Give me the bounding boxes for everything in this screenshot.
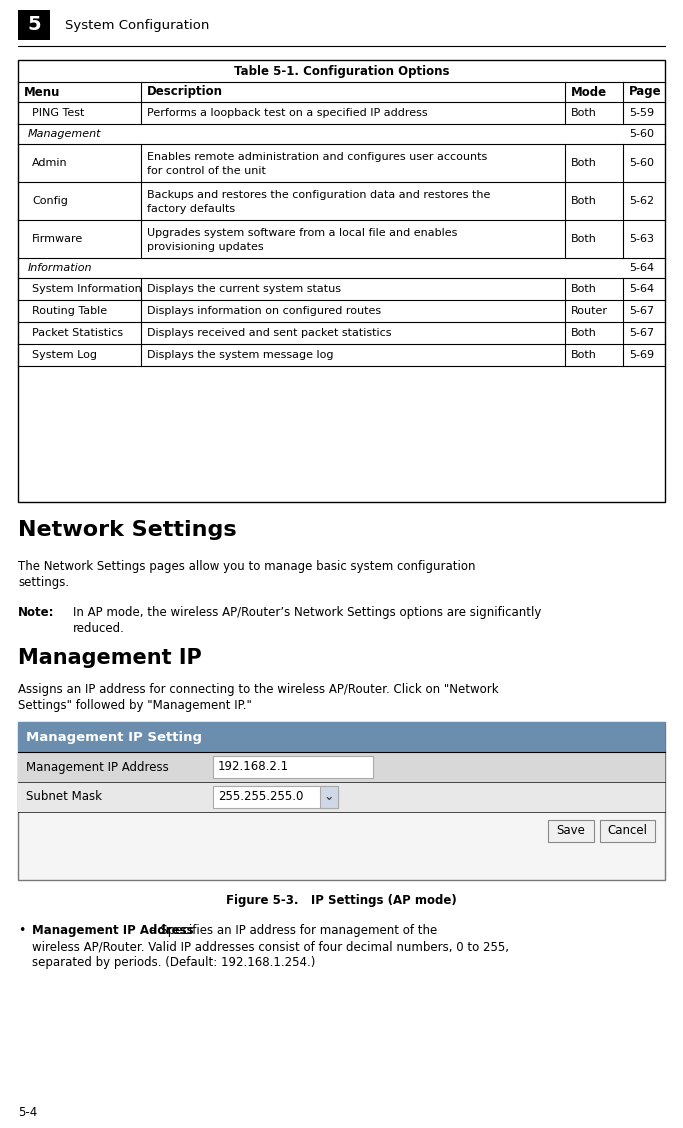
Text: Description: Description [147, 86, 223, 98]
Text: Displays information on configured routes: Displays information on configured route… [147, 306, 381, 316]
Text: 5-67: 5-67 [629, 306, 654, 316]
Text: System Information: System Information [32, 284, 142, 294]
Text: Firmware: Firmware [32, 233, 83, 244]
Text: wireless AP/Router. Valid IP addresses consist of four decimal numbers, 0 to 255: wireless AP/Router. Valid IP addresses c… [32, 940, 509, 953]
Text: Config: Config [32, 196, 68, 206]
Text: In AP mode, the wireless AP/Router’s Network Settings options are significantly: In AP mode, the wireless AP/Router’s Net… [73, 606, 542, 619]
Text: PING Test: PING Test [32, 108, 85, 118]
Bar [320, 786, 338, 808]
Text: reduced.: reduced. [73, 622, 125, 635]
Text: separated by periods. (Default: 192.168.1.254.): separated by periods. (Default: 192.168.… [32, 957, 316, 969]
Text: for control of the unit: for control of the unit [147, 166, 266, 176]
Text: Both: Both [571, 108, 597, 118]
Text: 5-4: 5-4 [18, 1105, 38, 1119]
Text: Both: Both [571, 233, 597, 244]
Text: Management: Management [28, 129, 102, 139]
Text: 5-63: 5-63 [629, 233, 654, 244]
Text: Both: Both [571, 328, 597, 338]
Bar [18, 752, 665, 782]
Text: Both: Both [571, 350, 597, 360]
Text: Management IP Setting: Management IP Setting [26, 731, 202, 743]
Text: Router: Router [571, 306, 608, 316]
Text: Backups and restores the configuration data and restores the: Backups and restores the configuration d… [147, 191, 490, 201]
Text: Subnet Mask: Subnet Mask [26, 791, 102, 803]
Text: Upgrades system software from a local file and enables: Upgrades system software from a local fi… [147, 228, 458, 238]
Text: Figure 5-3.   IP Settings (AP mode): Figure 5-3. IP Settings (AP mode) [226, 895, 457, 907]
Bar [600, 820, 655, 841]
Text: Both: Both [571, 158, 597, 168]
Text: Packet Statistics: Packet Statistics [32, 328, 123, 338]
Text: Table 5-1. Configuration Options: Table 5-1. Configuration Options [234, 64, 449, 78]
Text: 5-64: 5-64 [629, 263, 654, 273]
Text: Mode: Mode [571, 86, 607, 98]
Text: Displays the system message log: Displays the system message log [147, 350, 333, 360]
Text: The Network Settings pages allow you to manage basic system configuration: The Network Settings pages allow you to … [18, 559, 475, 573]
Text: Both: Both [571, 196, 597, 206]
Text: Routing Table: Routing Table [32, 306, 107, 316]
Text: Menu: Menu [24, 86, 60, 98]
Bar [548, 820, 594, 841]
Text: 5-64: 5-64 [629, 284, 654, 294]
Text: System Log: System Log [32, 350, 97, 360]
Text: Management IP Address: Management IP Address [32, 924, 193, 937]
Text: 5: 5 [27, 16, 41, 35]
Text: Admin: Admin [32, 158, 68, 168]
Text: 5-67: 5-67 [629, 328, 654, 338]
Text: 5-69: 5-69 [629, 350, 654, 360]
Text: Displays received and sent packet statistics: Displays received and sent packet statis… [147, 328, 391, 338]
Text: Note:: Note: [18, 606, 55, 619]
Text: 5-60: 5-60 [629, 129, 654, 139]
Text: factory defaults: factory defaults [147, 203, 235, 213]
Text: Enables remote administration and configures user accounts: Enables remote administration and config… [147, 152, 487, 162]
Text: •: • [18, 924, 25, 937]
Text: Save: Save [557, 825, 585, 837]
Text: Network Settings: Network Settings [18, 520, 236, 540]
Text: Performs a loopback test on a specified IP address: Performs a loopback test on a specified … [147, 108, 428, 118]
Bar [213, 786, 338, 808]
Text: System Configuration: System Configuration [65, 18, 210, 32]
Bar [18, 60, 665, 502]
Text: 5-59: 5-59 [629, 108, 654, 118]
Text: Page: Page [629, 86, 662, 98]
Text: Information: Information [28, 263, 92, 273]
Text: Cancel: Cancel [607, 825, 647, 837]
Text: Management IP: Management IP [18, 647, 201, 668]
Bar [18, 722, 665, 880]
Text: provisioning updates: provisioning updates [147, 241, 264, 252]
Text: 192.168.2.1: 192.168.2.1 [218, 760, 289, 774]
Bar [18, 722, 665, 752]
Text: Displays the current system status: Displays the current system status [147, 284, 341, 294]
Text: Settings" followed by "Management IP.": Settings" followed by "Management IP." [18, 699, 252, 712]
Text: – Specifies an IP address for management of the: – Specifies an IP address for management… [147, 924, 437, 937]
Text: Assigns an IP address for connecting to the wireless AP/Router. Click on "Networ: Assigns an IP address for connecting to … [18, 682, 499, 696]
Text: settings.: settings. [18, 576, 69, 589]
Text: Both: Both [571, 284, 597, 294]
Text: 5-60: 5-60 [629, 158, 654, 168]
Bar [18, 10, 50, 39]
Text: 5-62: 5-62 [629, 196, 654, 206]
Bar [18, 782, 665, 812]
Text: Management IP Address: Management IP Address [26, 760, 169, 774]
Bar [213, 756, 373, 778]
Text: 255.255.255.0: 255.255.255.0 [218, 791, 303, 803]
Text: ⌄: ⌄ [324, 791, 334, 803]
